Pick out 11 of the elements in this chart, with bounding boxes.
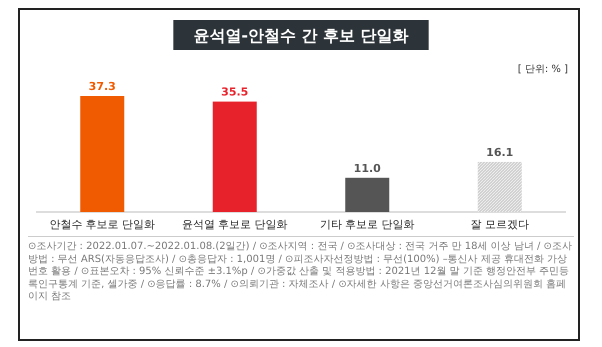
data-label: 16.1 xyxy=(486,146,514,159)
x-tick-label: 안철수 후보로 단일화 xyxy=(49,218,156,231)
data-label: 11.0 xyxy=(354,162,382,175)
text: ⊙조사기간 : 2022.01.07.~2022.01.08.(2일간) / ⊙조사지역 : 전국 / ⊙조사대상 : 전국 거주 만 18세 이상 남녀 / ⊙조사방법 : 무선 ARS(자동응답조사) / ⊙총응답자 : 1,001명 / ⊙피조사자선정방법 : 무선(100%) –통신사 제공 휴대전화 가상번호 활용 / ⊙표본오차 : 95% 신뢰수준 ±3.1%p / ⊙가중값 산출 및 적용방법 : 2021년 12월 말 기준 행정안전부 주민등록인구통계 기준, 셀가중 / ⊙응답률 : 8.7% / ⊙의뢰기관 : 자체조사 / ⊙자세한 사항은 중앙선거여론조사심의위원회 홈페이지 참조 xyxy=(28,241,573,304)
chart-subtitle: [ 단위: % ] xyxy=(518,64,568,75)
chart-title: 윤석열-안철수 간 후보 단일화 xyxy=(193,26,409,45)
x-tick-label: 기타 후보로 단일화 xyxy=(320,218,415,231)
x-tick-label: 잘 모르겠다 xyxy=(470,218,529,231)
data-label: 37.3 xyxy=(88,80,116,93)
data-label: 35.5 xyxy=(221,86,248,99)
x-tick-label: 윤석열 후보로 단일화 xyxy=(182,218,288,231)
